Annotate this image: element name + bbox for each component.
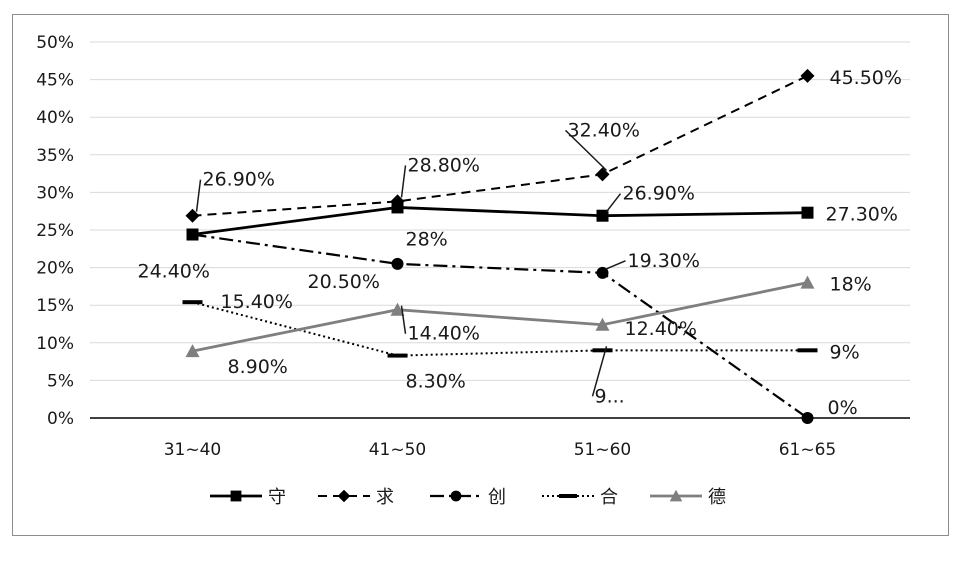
x-tick-label: 51~60 [574,440,632,460]
data-point [800,275,815,289]
data-label: 19.30% [628,250,700,272]
y-tick-label: 50% [36,33,74,53]
leader-line [564,129,608,171]
data-label: 14.40% [408,323,480,345]
series-line [192,233,809,419]
legend-label: 德 [708,487,726,508]
series-line [192,74,808,217]
data-label: 15.40% [221,291,293,313]
data-label: 18% [830,274,872,296]
y-tick-label: 15% [36,296,74,316]
legend-marker [669,489,683,502]
leader-line [195,179,202,212]
data-point [387,353,408,358]
leader-line [400,305,407,334]
data-label: 0% [828,397,858,419]
grid-layer [90,41,910,419]
legend-label: 合 [600,487,618,508]
x-tick-label: 41~50 [369,440,427,460]
data-point [592,348,613,353]
legend-label: 求 [376,487,394,508]
y-tick-label: 20% [36,259,74,279]
data-labels: 28% 26.90% 27.30% 26.90% 28.80% 32.40% 45.50% 2… [138,67,902,419]
data-label: 9% [830,341,860,363]
y-tick-label: 0% [47,409,74,429]
series-line [192,281,808,353]
data-point [595,317,610,331]
x-tick-label: 61~65 [779,440,837,460]
data-point [186,228,199,241]
legend-marker [230,490,242,502]
data-point [801,412,814,424]
data-point [797,348,818,353]
legend-marker [450,490,462,502]
data-point [390,194,405,209]
leader-line [591,346,608,397]
leader-line [400,165,407,198]
data-label: 32.40% [568,119,640,141]
x-axis-ticks: 31~40 41~50 51~60 61~65 [164,440,837,460]
data-label: 8.90% [228,356,288,378]
data-label: 12.40% [625,318,697,340]
data-label: 9... [595,385,625,407]
data-label: 28.80% [408,154,480,176]
leader-line [605,193,622,213]
data-label: 26.90% [203,169,275,191]
y-tick-label: 30% [36,183,74,203]
data-label: 8.30% [406,371,466,393]
data-point [801,206,814,219]
data-point [596,209,609,222]
y-tick-label: 35% [36,146,74,166]
data-point [596,266,609,279]
leader-line [606,260,626,270]
data-label: 24.40% [138,261,210,283]
y-tick-label: 10% [36,334,74,354]
x-tick-label: 31~40 [164,440,222,460]
legend-marker [559,494,577,498]
series-line [192,301,808,357]
data-point [800,68,815,83]
data-point [595,167,610,182]
data-point [185,344,200,358]
y-tick-label: 25% [36,221,74,241]
data-label: 28% [406,228,448,250]
data-label: 26.90% [623,183,695,205]
y-tick-label: 40% [36,108,74,128]
data-label: 45.50% [830,67,902,89]
data-label: 27.30% [826,204,898,226]
data-point [390,302,405,316]
series-layer [182,68,818,424]
data-point [182,300,203,305]
series-line [192,206,808,236]
data-point [391,257,404,270]
data-label: 20.50% [308,271,380,293]
legend-label: 创 [488,487,506,508]
legend-label: 守 [268,487,286,508]
legend: 守求创合德 [210,487,726,508]
y-tick-label: 45% [36,71,74,91]
leader-lines [195,129,626,397]
data-point [185,208,200,223]
chart-frame [12,14,949,536]
legend-marker [337,489,351,503]
y-tick-label: 5% [47,371,74,391]
y-axis-ticks: 0% 5% 10% 15% 20% 25% 30% 35% 40% 45% 50% [36,33,74,429]
